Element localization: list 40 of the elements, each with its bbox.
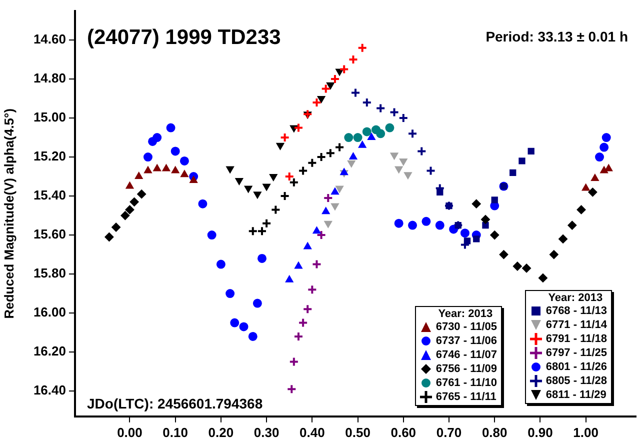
x-tick-label: 0.60 (390, 424, 416, 440)
y-axis-title: Reduced Magnitude(V) alpha(4.5°) (1, 108, 16, 319)
x-tick-label: 0.90 (528, 424, 553, 440)
legend-label: 6737 - 11/06 (436, 335, 497, 347)
y-tick-label: 16.00 (33, 304, 66, 320)
legend-label: 6771 - 11/14 (546, 319, 607, 331)
y-tick-label: 15.20 (33, 148, 66, 164)
legend-label: 6761 - 11/10 (436, 377, 497, 389)
legend-title: Year: 2013 (437, 308, 494, 320)
legend-label: 6730 - 11/05 (436, 321, 497, 333)
legend-label: 6791 - 11/18 (546, 333, 607, 345)
y-tick-label: 15.60 (33, 226, 66, 242)
x-tick-label: 0.10 (162, 424, 188, 440)
x-tick-label: 0.70 (436, 424, 462, 440)
x-tick-label: 0.00 (117, 424, 142, 440)
y-tick-label: 15.40 (33, 188, 66, 203)
x-tick-label: 0.40 (300, 424, 325, 440)
legend-label: 6797 - 11/25 (546, 347, 607, 359)
x-tick-label: 0.80 (482, 424, 508, 440)
legend-label: 6768 - 11/13 (546, 305, 607, 317)
y-tick-label: 16.40 (33, 382, 66, 398)
legend-label: 6811 - 11/29 (546, 389, 606, 401)
legend-label: 6746 - 11/07 (436, 349, 497, 361)
y-tick-label: 16.20 (33, 344, 66, 359)
y-tick-label: 15.00 (33, 110, 66, 125)
legend-label: 6801 - 11/26 (546, 361, 607, 373)
x-tick-label: 0.50 (345, 424, 370, 440)
annotation: JDo(LTC): 2456601.794368 (87, 395, 263, 412)
legend-label: 6765 - 11/11 (436, 391, 496, 403)
y-tick-label: 14.80 (33, 70, 66, 86)
legend-label: 6805 - 11/28 (546, 375, 607, 387)
y-tick-label: 14.60 (33, 32, 66, 47)
x-tick-label: 0.20 (208, 424, 234, 440)
annotation: Period: 33.13 ± 0.01 h (486, 28, 628, 45)
x-tick-label: 0.30 (254, 424, 280, 440)
y-tick-label: 15.80 (33, 266, 66, 281)
text: (24077) 1999 TD233 (87, 26, 281, 50)
text: Year: 2013 (548, 292, 603, 304)
legend-label: 6756 - 11/09 (436, 363, 497, 375)
x-tick-label: 1.00 (573, 424, 598, 440)
